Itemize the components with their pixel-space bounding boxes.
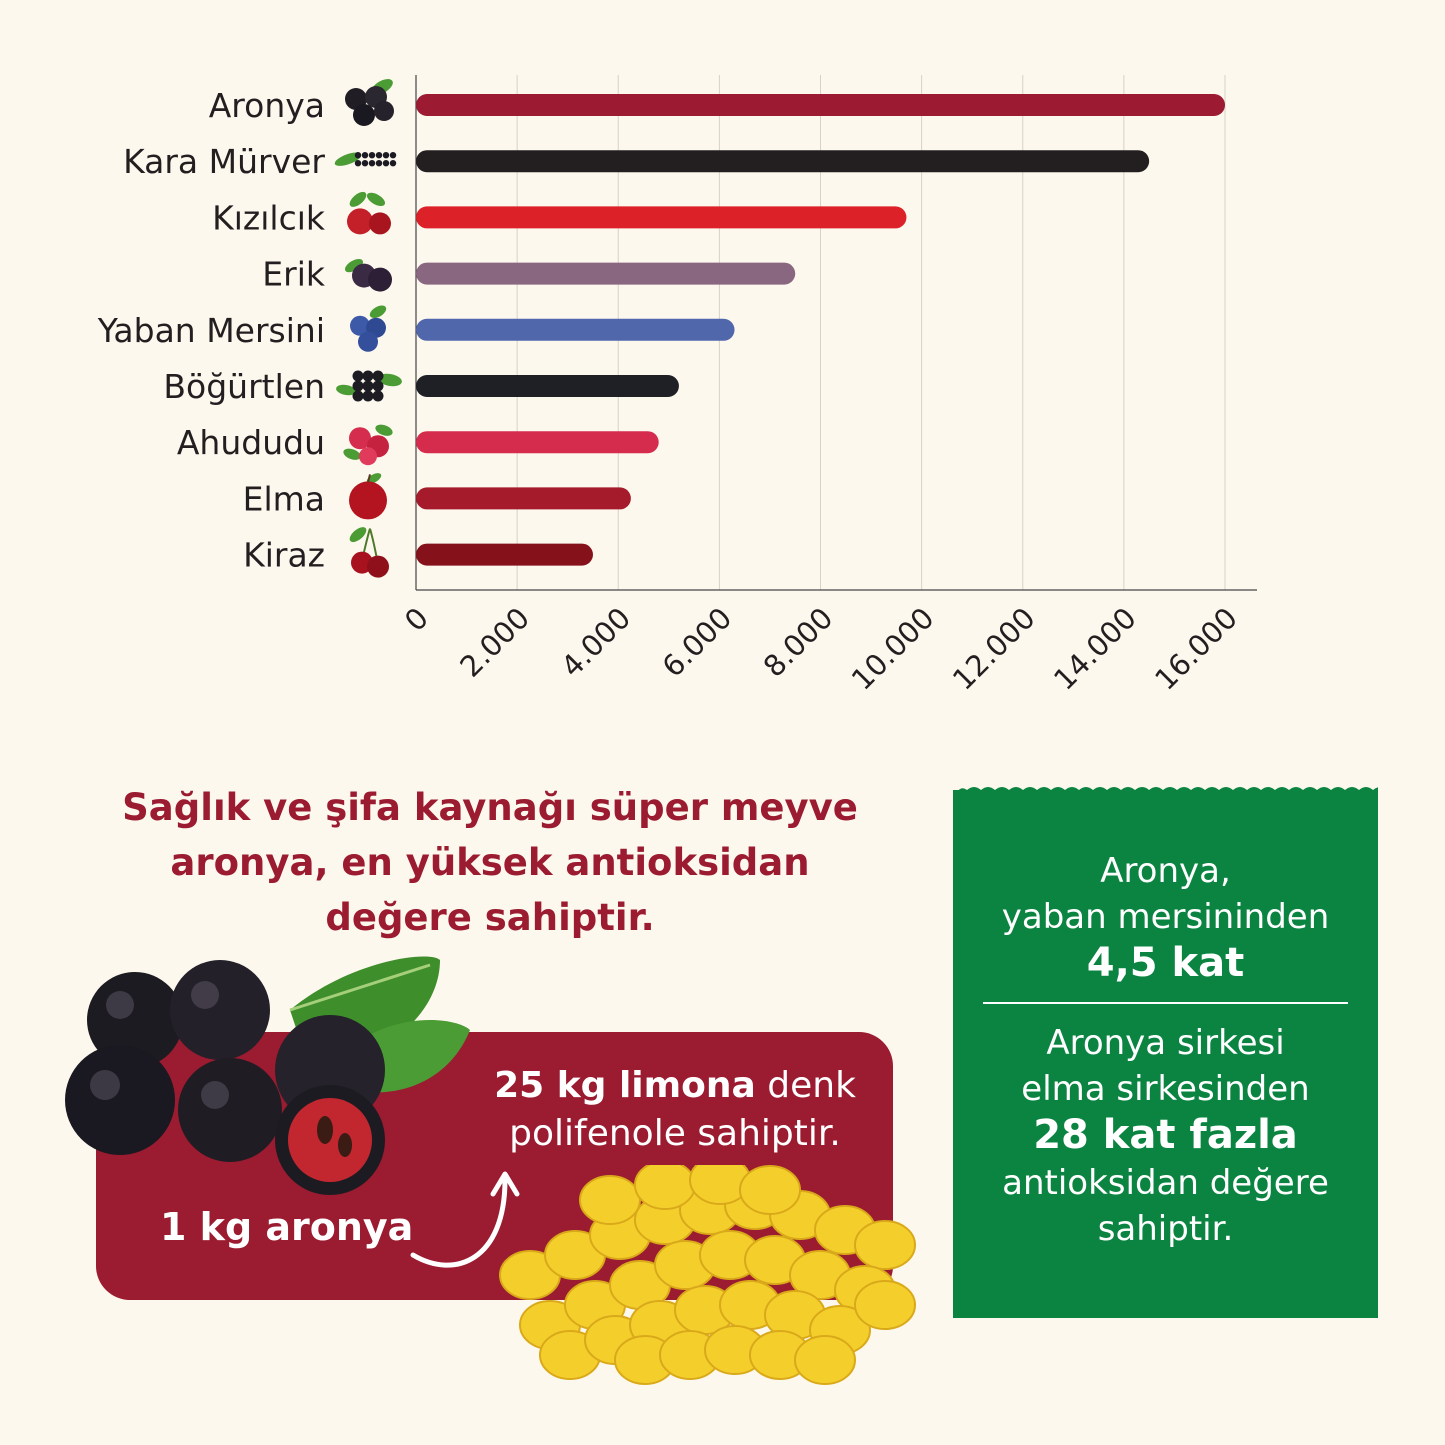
category-label: Kara Mürver — [123, 142, 325, 181]
tick-label: 6.000 — [656, 601, 739, 684]
green-line-1: Aronya, — [1100, 851, 1231, 891]
elderberry-icon — [334, 152, 397, 167]
green-line-6: 28 kat fazla — [1033, 1112, 1298, 1158]
raspberry-icon — [343, 424, 393, 466]
category-label: Yaban Mersini — [97, 311, 325, 350]
tick-label: 0 — [398, 601, 435, 638]
green-info-panel: Aronya, yaban mersininden 4,5 kat Aronya… — [953, 787, 1378, 1318]
blackberry-icon — [336, 370, 402, 402]
tick-label: 8.000 — [757, 601, 840, 684]
tick-label: 4.000 — [554, 601, 637, 684]
cranberry-icon — [347, 191, 391, 235]
aronya-berries-image — [65, 956, 470, 1195]
limon-rest: denk — [755, 1065, 856, 1106]
bar-2 — [416, 150, 1150, 173]
lemon-shape — [854, 1280, 916, 1330]
bar-8 — [416, 487, 631, 510]
limon-bold: 25 kg limona — [494, 1065, 756, 1106]
green-line-5: elma sirkesinden — [1021, 1069, 1310, 1109]
bar-9 — [416, 543, 593, 566]
plum-icon — [344, 258, 392, 292]
headline-line-3: değere sahiptir. — [325, 896, 655, 939]
bar-1 — [416, 94, 1225, 116]
category-label: Ahududu — [177, 423, 325, 462]
tick-label: 10.000 — [845, 601, 941, 697]
aronya-kg-label: 1 kg aronya — [160, 1205, 414, 1249]
green-line-8: sahiptir. — [1097, 1209, 1234, 1249]
category-label: Erik — [262, 255, 326, 294]
lemon-shape — [794, 1335, 856, 1385]
green-line-7: antioksidan değere — [1002, 1163, 1329, 1203]
lemon-shape — [854, 1220, 916, 1270]
apple-icon — [349, 473, 387, 520]
wavy-edge-shape — [953, 787, 1378, 798]
headline-line-2: aronya, en yüksek antioksidan — [170, 841, 810, 884]
category-label: Kiraz — [243, 536, 325, 575]
limon-line-2: polifenole sahiptir. — [509, 1113, 841, 1154]
category-label: Elma — [243, 479, 325, 518]
category-label: Aronya — [209, 86, 325, 125]
tick-label: 2.000 — [453, 601, 536, 684]
bar-7 — [416, 431, 659, 454]
aronya-icon — [345, 79, 394, 126]
tick-label: 14.000 — [1047, 601, 1143, 697]
wavy-top-edge — [953, 787, 1378, 798]
green-line-4: Aronya sirkesi — [1046, 1023, 1285, 1063]
category-label: Kızılcık — [212, 198, 326, 237]
lemon-shape — [739, 1165, 801, 1215]
green-line-3: 4,5 kat — [1086, 940, 1245, 986]
lemon-shape — [634, 1165, 696, 1210]
bar-6 — [416, 375, 679, 397]
lemons-image — [499, 1165, 916, 1385]
cherry-icon — [349, 527, 389, 578]
limon-text: 25 kg limona denk polifenole sahiptir. — [470, 1062, 880, 1158]
green-line-2: yaban mersininden — [1001, 897, 1330, 937]
bar-4 — [416, 262, 796, 285]
antioxidant-bar-chart: Aronya Kara Mürver Kızılcık Erik Yaban Mersi… — [97, 75, 1257, 697]
category-label: Böğürtlen — [163, 367, 325, 406]
green-block-1: Aronya, yaban mersininden 4,5 kat — [953, 848, 1378, 988]
bar-3 — [416, 206, 907, 229]
curved-arrow-icon — [410, 1171, 520, 1268]
tick-label: 16.000 — [1148, 601, 1244, 697]
blueberry-icon — [350, 305, 387, 352]
green-divider — [983, 1002, 1348, 1004]
headline-line-1: Sağlık ve şifa kaynağı süper meyve — [122, 786, 858, 829]
bar-5 — [416, 318, 735, 341]
lemon-shape — [579, 1175, 641, 1225]
tick-label: 12.000 — [946, 601, 1042, 697]
headline: Sağlık ve şifa kaynağı süper meyve arony… — [90, 780, 890, 945]
green-block-2: Aronya sirkesi elma sirkesinden 28 kat f… — [953, 1020, 1378, 1252]
